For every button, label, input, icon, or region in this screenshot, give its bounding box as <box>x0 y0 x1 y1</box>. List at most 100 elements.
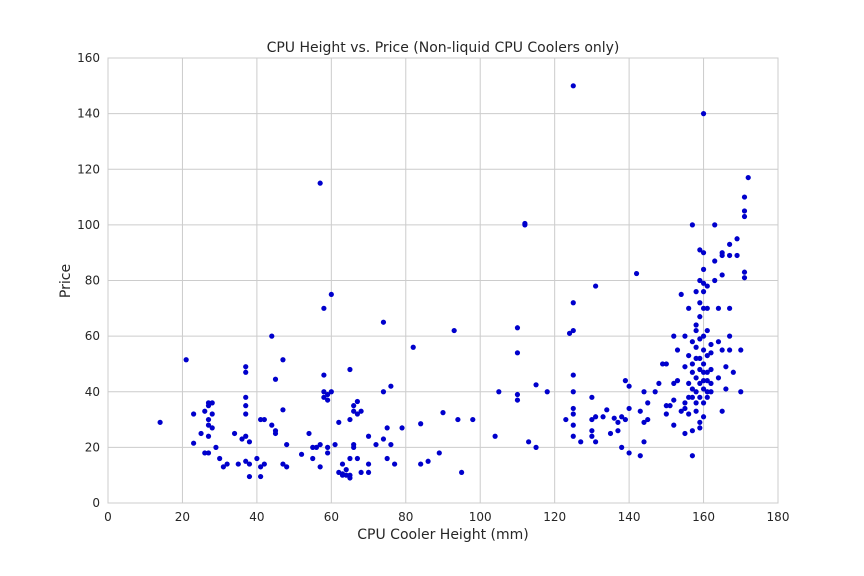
y-tick-label: 20 <box>85 440 100 454</box>
data-point <box>321 372 327 378</box>
data-point <box>272 428 279 434</box>
data-point <box>321 389 327 395</box>
data-point <box>686 394 692 400</box>
x-axis-label: CPU Cooler Height (mm) <box>357 527 528 543</box>
data-point <box>727 241 733 247</box>
x-tick-label: 40 <box>249 510 264 524</box>
data-point <box>284 441 290 448</box>
data-point <box>455 416 461 423</box>
data-point <box>678 291 684 298</box>
data-point <box>593 283 599 289</box>
data-point <box>708 350 714 356</box>
data-point <box>388 383 394 389</box>
data-point <box>306 430 312 437</box>
data-point <box>258 416 264 423</box>
data-point <box>712 258 718 264</box>
data-point <box>205 422 212 428</box>
data-point <box>745 174 751 181</box>
data-point <box>589 394 595 400</box>
data-point <box>418 461 424 467</box>
data-point <box>347 455 353 462</box>
data-point <box>205 403 212 409</box>
data-point <box>700 386 707 392</box>
data-point <box>258 464 264 470</box>
data-point <box>700 111 707 117</box>
data-point <box>622 416 628 423</box>
data-point <box>697 419 703 425</box>
data-point <box>183 357 189 363</box>
data-point <box>626 383 632 389</box>
data-point <box>246 473 253 480</box>
data-point <box>645 416 651 423</box>
data-point <box>697 247 703 253</box>
data-point <box>325 397 331 403</box>
data-point <box>269 333 275 339</box>
data-point <box>689 369 695 375</box>
data-point <box>336 419 342 425</box>
y-tick-label: 60 <box>85 329 100 343</box>
data-point <box>325 391 331 398</box>
data-point <box>697 394 703 400</box>
data-point <box>663 361 669 367</box>
data-point <box>700 305 707 311</box>
data-point <box>380 319 387 325</box>
data-point <box>700 378 707 384</box>
data-point <box>671 380 677 387</box>
data-point <box>351 444 357 450</box>
data-point <box>641 439 647 445</box>
data-point <box>261 416 267 423</box>
data-point <box>544 389 550 395</box>
data-point <box>704 352 710 359</box>
data-point <box>674 378 681 384</box>
data-point <box>704 389 710 395</box>
y-tick-label: 120 <box>77 162 100 176</box>
data-point <box>704 327 710 334</box>
data-point <box>354 411 360 417</box>
data-point <box>224 461 230 467</box>
data-point <box>689 222 695 228</box>
data-point <box>708 366 714 373</box>
data-point <box>243 433 249 439</box>
data-point <box>663 411 669 417</box>
data-point <box>358 469 364 476</box>
data-point <box>700 361 707 367</box>
data-point <box>310 455 316 462</box>
data-point <box>198 430 204 437</box>
x-tick-label: 180 <box>767 510 790 524</box>
data-point <box>727 252 733 259</box>
data-point <box>217 455 223 462</box>
data-point <box>689 394 695 400</box>
data-point <box>697 355 703 361</box>
data-point <box>708 389 714 395</box>
data-point <box>704 369 710 375</box>
data-point <box>697 366 703 373</box>
data-point <box>570 405 576 412</box>
data-point <box>697 300 703 306</box>
data-point <box>645 400 651 406</box>
data-point <box>254 455 260 462</box>
data-point <box>700 250 707 256</box>
data-point <box>663 403 669 409</box>
data-point <box>671 333 677 339</box>
y-tick-labels: 0 20 40 60 80 100 120 140 160 <box>77 51 100 510</box>
y-tick-label: 100 <box>77 218 100 232</box>
data-point <box>682 400 688 406</box>
data-point <box>700 347 707 353</box>
data-point <box>593 439 599 445</box>
data-point <box>205 433 212 439</box>
data-point <box>347 416 353 423</box>
data-point <box>578 439 584 445</box>
data-point <box>674 347 681 353</box>
data-point <box>741 194 748 200</box>
data-point <box>205 450 212 456</box>
data-point <box>514 350 521 356</box>
data-point <box>734 252 740 259</box>
x-tick-label: 0 <box>104 510 112 524</box>
data-point <box>678 408 684 414</box>
data-point <box>697 277 703 284</box>
data-point <box>202 408 208 414</box>
data-point <box>459 469 465 476</box>
data-point <box>671 397 677 403</box>
data-point <box>700 333 707 339</box>
data-point <box>641 389 647 395</box>
